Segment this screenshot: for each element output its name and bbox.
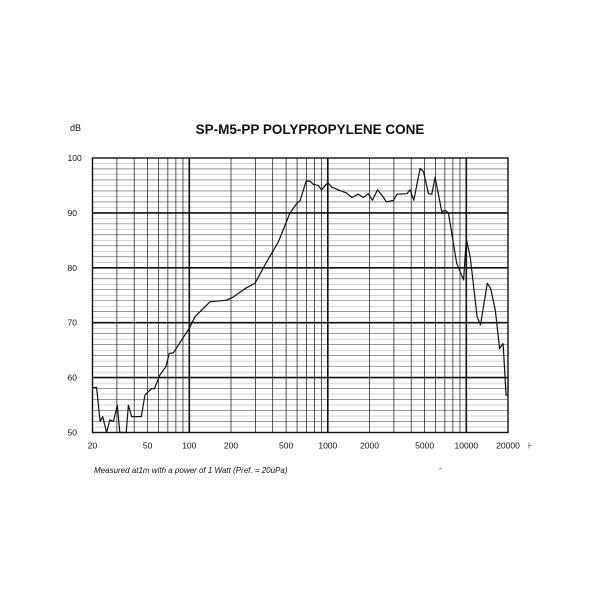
x-tick-label: 200 <box>224 441 238 451</box>
y-tick-label: 90 <box>68 208 78 218</box>
x-tick-label: 20000 <box>496 441 520 451</box>
response-curve <box>92 167 508 434</box>
x-tick-label: 2000 <box>360 441 379 451</box>
stray-mark: - <box>439 464 442 473</box>
y-tick-label: 100 <box>68 153 82 163</box>
y-tick-label: 70 <box>68 318 78 328</box>
y-axis-label: dB <box>70 123 82 133</box>
x-tick-label: 500 <box>279 441 293 451</box>
y-tick-label: 60 <box>68 373 78 383</box>
y-tick-label: 50 <box>68 428 78 438</box>
plot-frame <box>91 157 509 434</box>
x-tick-label: 5000 <box>415 441 434 451</box>
chart-title: SP-M5-PP POLYPROPYLENE CONE <box>195 122 425 137</box>
x-tick-label: 20 <box>88 441 98 451</box>
x-tick-label: 10000 <box>454 441 478 451</box>
x-tick-label: 50 <box>143 441 153 451</box>
x-tick-label: 100 <box>182 441 196 451</box>
footnote: Measured at1m with a power of 1 Watt (Pr… <box>94 466 288 475</box>
y-tick-label: 80 <box>68 263 78 273</box>
x-tick-label: 1000 <box>318 441 337 451</box>
x-axis-label: ⊦ <box>528 441 532 451</box>
